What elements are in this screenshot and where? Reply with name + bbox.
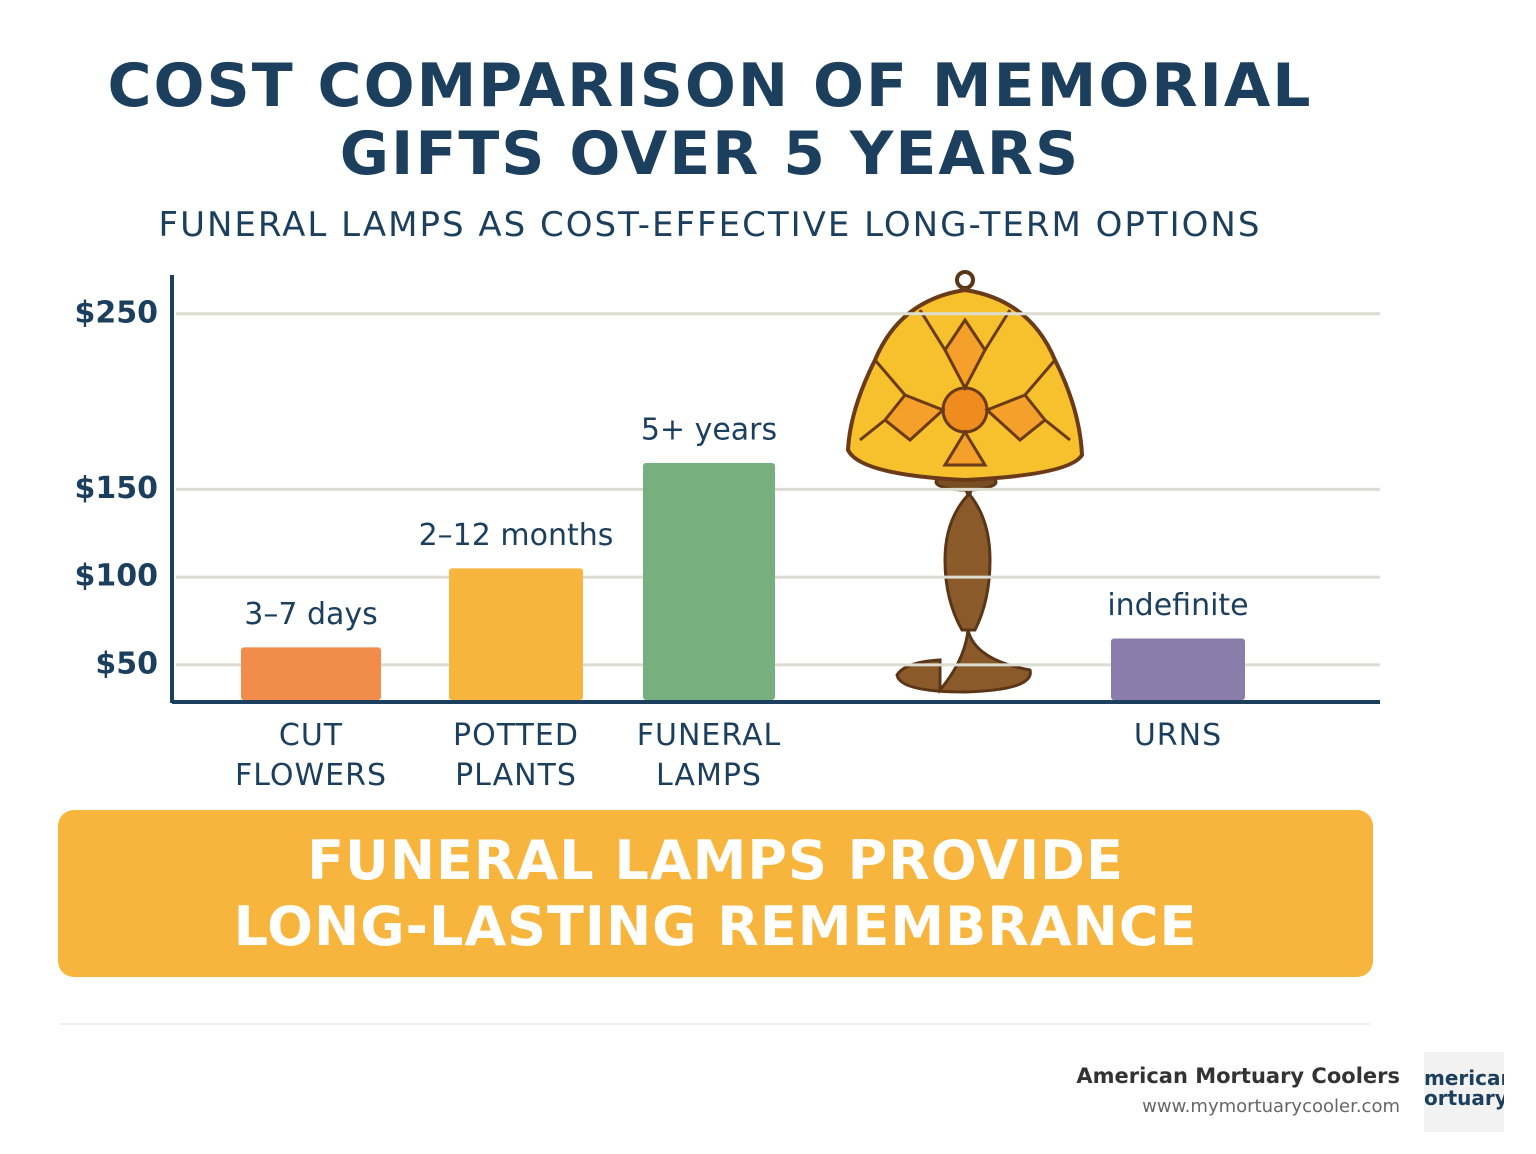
y-tick-label: $250	[75, 295, 159, 330]
x-tick-label: FUNERAL LAMPS	[636, 718, 782, 793]
y-tick-label: $50	[95, 646, 158, 681]
banner-text: FUNERAL LAMPS PROVIDE LONG-LASTING REMEM…	[233, 828, 1198, 958]
bar	[241, 647, 381, 700]
bar-annotation: 3–7 days	[244, 597, 378, 632]
y-tick-label: $150	[75, 471, 159, 506]
logo: merican ortuary	[1424, 1052, 1504, 1132]
chart-title: COST COMPARISON OF MEMORIAL GIFTS OVER 5…	[107, 51, 1313, 189]
bar	[643, 463, 775, 700]
footer: American Mortuary Coolers www.mymortuary…	[1076, 1064, 1400, 1117]
bar-annotation: indefinite	[1107, 588, 1248, 623]
chart-subtitle: FUNERAL LAMPS AS COST-EFFECTIVE LONG-TER…	[158, 205, 1262, 245]
logo-text: merican	[1424, 1066, 1504, 1090]
bar	[449, 568, 583, 700]
bar	[1111, 638, 1245, 700]
footer-url: www.mymortuarycooler.com	[1142, 1096, 1400, 1117]
y-tick-label: $100	[75, 559, 159, 594]
banner: FUNERAL LAMPS PROVIDE LONG-LASTING REMEM…	[58, 810, 1373, 977]
lamp-illustration	[845, 270, 1085, 695]
x-tick-label: URNS	[1133, 718, 1223, 753]
bar-annotation: 5+ years	[641, 413, 777, 448]
x-tick-label: CUT FLOWERS	[234, 718, 388, 793]
logo-text: ortuary	[1424, 1086, 1504, 1110]
bar-annotation: 2–12 months	[419, 518, 614, 553]
footer-brand: American Mortuary Coolers	[1076, 1064, 1400, 1088]
x-tick-label: POTTED PLANTS	[453, 718, 579, 793]
